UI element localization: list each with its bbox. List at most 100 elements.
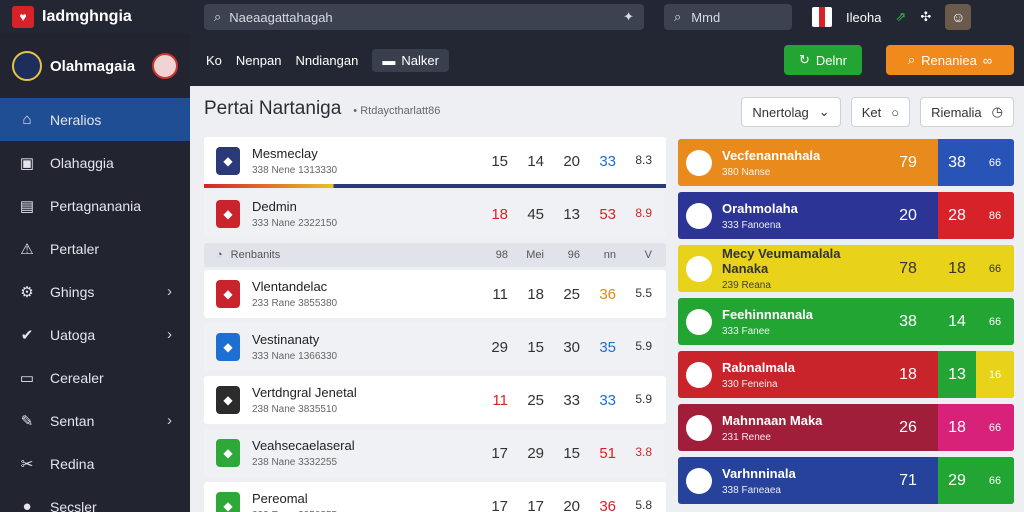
filter-icon: ○ — [891, 104, 900, 120]
sidebar-item[interactable]: ● Secsler — [0, 485, 190, 512]
column-header[interactable]: Mei — [526, 249, 544, 261]
card-value-primary: 18 — [899, 365, 917, 383]
user-label[interactable]: Ileoha — [846, 9, 882, 25]
stat-value: 20 — [563, 152, 580, 170]
team-name: Vlentandelac — [252, 279, 328, 294]
team-name: Veahsecaelaseral — [252, 438, 355, 453]
sidebar-item[interactable]: ✂ Redina — [0, 442, 190, 485]
club-header[interactable]: Olahmagaia — [0, 34, 190, 98]
card-value-tertiary[interactable]: 66 — [976, 404, 1014, 451]
filter-group: Nnertolag ⌄ Ket ○ Riemalia ◷ — [741, 97, 1014, 127]
column-header[interactable]: V — [644, 249, 652, 261]
nav-link-3[interactable]: Nndiangan — [295, 52, 359, 68]
table-subheader: ◔ Renbanits 98 Mei 96 nn V — [204, 243, 666, 267]
column-header[interactable]: 96 — [567, 249, 580, 261]
stat-value: 17 — [491, 444, 508, 462]
sidebar-item[interactable]: ⚙ Ghings › — [0, 270, 190, 313]
avatar[interactable]: ☺ — [945, 4, 972, 30]
search-bar[interactable]: ⌕ Naeaagattahagah ✦ — [204, 4, 644, 30]
team-card-meta: 333 Fanee — [722, 325, 770, 337]
table-row[interactable]: ◆ Mesmeclay 338 Nene 1313330 15 14 20 33 8.3 — [204, 137, 666, 188]
stat-value: 5.9 — [635, 338, 652, 353]
club-badge-icon — [152, 53, 178, 79]
filter-dropdown[interactable]: Nnertolag ⌄ — [741, 97, 841, 127]
card-value-tertiary[interactable]: 86 — [976, 192, 1014, 239]
team-badge-icon — [686, 414, 712, 441]
search-icon: ⌕ — [907, 52, 916, 67]
share-icon[interactable]: ⇗ — [895, 9, 907, 24]
team-badge-icon: ◆ — [216, 492, 240, 512]
orange-action-button[interactable]: ⌕ Renaniea ∞ — [886, 45, 1014, 75]
secondary-search[interactable]: ⌕ Mmd — [664, 4, 792, 30]
stat-value: 11 — [492, 285, 508, 303]
stat-value: 13 — [563, 205, 580, 223]
pin-icon[interactable]: ✦ — [623, 9, 634, 24]
table-row[interactable]: ◆ Dedmin 333 Nane 2322150 18 45 13 53 8.9 — [204, 190, 666, 238]
view-toggle[interactable]: ▬ Nalker — [372, 48, 449, 72]
team-card[interactable]: Feehinnnanala 333 Fanee 38 14 66 — [678, 298, 1014, 345]
stat-value: 15 — [527, 338, 544, 356]
table-row[interactable]: ◆ Vestinanaty 333 Nane 1366330 29 15 30 35 5.9 — [204, 323, 666, 371]
team-meta: 233 Rane 3855380 — [252, 298, 338, 309]
team-name: Mesmeclay — [252, 146, 318, 161]
card-value-tertiary[interactable]: 66 — [976, 245, 1014, 292]
team-card[interactable]: Varhnninala 338 Faneaea 71 29 66 — [678, 457, 1014, 504]
team-info: Mesmeclay 338 Nene 1313330 — [252, 146, 412, 176]
sidebar-item[interactable]: ✎ Sentan › — [0, 399, 190, 442]
table-row[interactable]: ◆ Vlentandelac 233 Rane 3855380 11 18 25 36 5.5 — [204, 270, 666, 318]
stat-value: 33 — [599, 152, 616, 170]
card-value-tertiary[interactable]: 66 — [976, 139, 1014, 186]
table-row[interactable]: ◆ Pereomal 233 Rane 2950355 17 17 20 36 5.8 — [204, 482, 666, 512]
stat-value: 20 — [563, 497, 580, 512]
nav-link-1[interactable]: Ko — [206, 52, 222, 68]
card-value-tertiary[interactable]: 66 — [976, 298, 1014, 345]
language-flag-icon[interactable] — [812, 7, 832, 27]
sidebar-item[interactable]: ▤ Pertagnanania — [0, 184, 190, 227]
sidebar-item[interactable]: ▣ Olahaggia — [0, 141, 190, 184]
sidebar-item-label: Secsler — [50, 498, 97, 512]
sidebar-item[interactable]: ⌂ Neralios — [0, 98, 190, 141]
team-info: Vlentandelac 233 Rane 3855380 — [252, 279, 412, 309]
team-card[interactable]: Mahnnaan Maka 231 Renee 26 18 66 — [678, 404, 1014, 451]
card-value-tertiary[interactable]: 16 — [976, 351, 1014, 398]
sidebar-item-icon: ✔ — [20, 326, 34, 344]
sidebar-item[interactable]: ▭ Cerealer — [0, 356, 190, 399]
search-input[interactable]: Naeaagattahagah — [229, 9, 333, 25]
table-row[interactable]: ◆ Vertdngral Jenetal 238 Nane 3835510 11 25 3… — [204, 376, 666, 424]
filter-label: Ket — [861, 104, 882, 120]
sidebar-item[interactable]: ⚠ Pertaler — [0, 227, 190, 270]
settings-icon[interactable]: ✣ — [920, 9, 932, 24]
column-header[interactable]: nn — [603, 249, 616, 261]
table-row[interactable]: ◆ Veahsecaelaseral 238 Nane 3332255 17 29 15 5… — [204, 429, 666, 477]
brand[interactable]: ♥ Iadmghngia — [0, 6, 196, 28]
card-value-tertiary[interactable]: 66 — [976, 457, 1014, 504]
team-badge-icon — [686, 361, 712, 388]
card-value-secondary: 18 — [938, 245, 976, 292]
nav-link-2[interactable]: Nenpan — [235, 52, 282, 68]
card-value-secondary: 13 — [938, 351, 976, 398]
team-card[interactable]: Orahmolaha 333 Fanoena 20 28 86 — [678, 192, 1014, 239]
row-stats: 17 17 20 36 5.8 — [472, 498, 666, 512]
team-card[interactable]: Rabnalmala 330 Feneina 18 13 16 — [678, 351, 1014, 398]
row-stats: 11 25 33 33 5.9 — [472, 392, 666, 409]
stat-value: 8.3 — [635, 152, 652, 167]
team-meta: 238 Nane 3835510 — [252, 404, 338, 415]
team-card-text: Mahnnaan Maka 231 Renee — [722, 413, 878, 443]
team-card[interactable]: Vecfenannahala 380 Nanse 79 38 66 — [678, 139, 1014, 186]
row-stats: 18 45 13 53 8.9 — [472, 206, 666, 223]
filter-dropdown[interactable]: Riemalia ◷ — [920, 97, 1014, 127]
stat-value: 17 — [491, 497, 508, 512]
filter-dropdown[interactable]: Ket ○ — [850, 97, 911, 127]
sidebar-item-icon: ▭ — [19, 369, 35, 387]
refresh-icon: ↻ — [799, 52, 810, 67]
green-action-button[interactable]: ↻ Delnr — [784, 45, 862, 75]
secondary-search-input[interactable]: Mmd — [691, 9, 721, 25]
team-card[interactable]: Mecy Veumamalala Nanaka 239 Reana 78 18 66 — [678, 245, 1014, 292]
chevron-right-icon: › — [167, 326, 172, 343]
row-stats: 11 18 25 36 5.5 — [472, 286, 666, 303]
team-card-name: Vecfenannahala — [722, 147, 821, 163]
team-info: Veahsecaelaseral 238 Nane 3332255 — [252, 438, 412, 468]
team-name: Dedmin — [252, 199, 297, 214]
column-header[interactable]: 98 — [495, 249, 508, 261]
sidebar-item[interactable]: ✔ Uatoga › — [0, 313, 190, 356]
